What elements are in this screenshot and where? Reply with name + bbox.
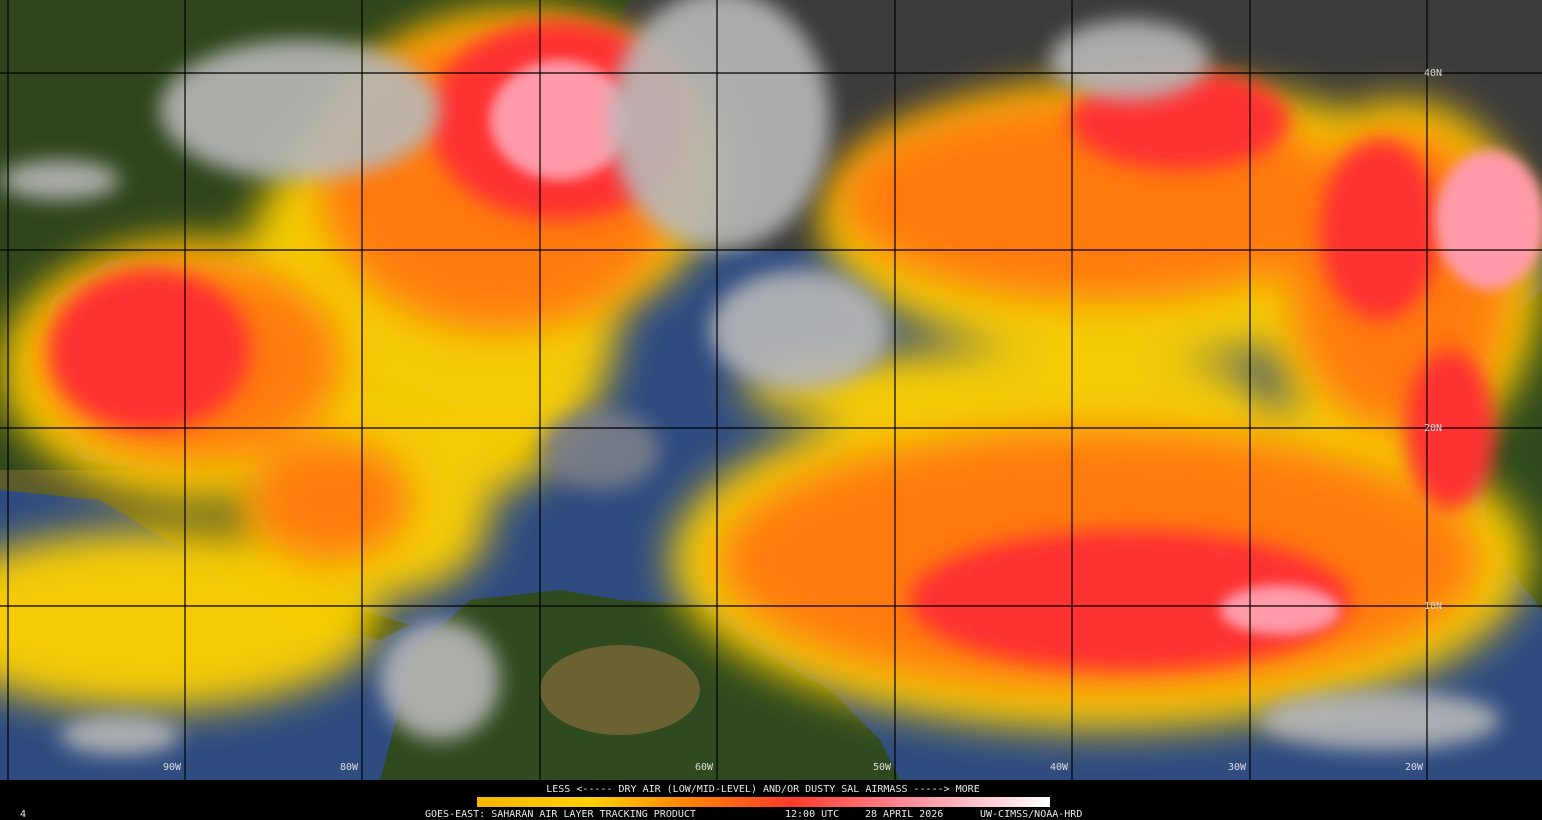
footer-bar: LESS <----- DRY AIR (LOW/MID-LEVEL) AND/…	[0, 780, 1542, 820]
colorbar-label: LESS <----- DRY AIR (LOW/MID-LEVEL) AND/…	[546, 784, 979, 795]
product-name: GOES-EAST: SAHARAN AIR LAYER TRACKING PR…	[425, 809, 696, 820]
date: 28 APRIL 2026	[865, 809, 943, 820]
latitude-label: 20N	[1424, 423, 1442, 434]
longitude-label: 50W	[873, 762, 892, 773]
grid-labels: 90W 80W 60W 50W 40W 30W 20W 40N 20N 10N	[163, 68, 1442, 773]
graticule	[0, 0, 1542, 780]
time: 12:00 UTC	[785, 809, 839, 820]
latitude-label: 40N	[1424, 68, 1442, 79]
colorbar	[477, 797, 1050, 807]
north-america	[0, 0, 630, 640]
longitude-label: 20W	[1405, 762, 1424, 773]
guiana-highlands	[540, 645, 700, 735]
longitude-label: 30W	[1228, 762, 1247, 773]
longitude-label: 80W	[340, 762, 359, 773]
longitude-label: 40W	[1050, 762, 1069, 773]
longitude-label: 60W	[695, 762, 714, 773]
longitude-label: 90W	[163, 762, 182, 773]
satellite-map: 90W 80W 60W 50W 40W 30W 20W 40N 20N 10N	[0, 0, 1542, 780]
latitude-label: 10N	[1424, 601, 1442, 612]
credit: UW-CIMSS/NOAA-HRD	[980, 809, 1082, 820]
corner-number: 4	[20, 809, 26, 820]
